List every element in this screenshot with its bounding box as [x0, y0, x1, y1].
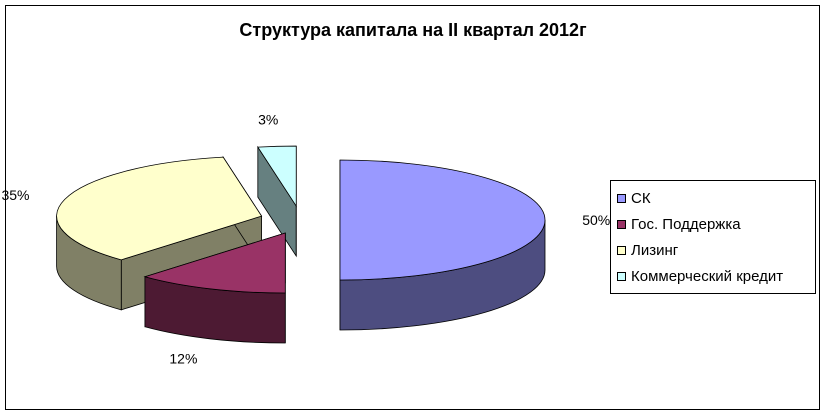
legend-label-leasing: Лизинг	[631, 241, 679, 259]
legend-label-credit: Коммерческий кредит	[631, 267, 784, 285]
label-sk: 50%	[582, 212, 610, 228]
slice-gos	[143, 232, 286, 344]
label-leasing: 35%	[1, 187, 29, 203]
label-gos: 12%	[169, 350, 197, 366]
legend-swatch-sk	[617, 193, 626, 203]
legend-label-sk: СК	[631, 189, 651, 207]
slice-sk	[339, 159, 546, 331]
legend-item-gos: Гос. Поддержка	[617, 215, 741, 233]
slice-credit	[257, 145, 297, 258]
legend-swatch-gos	[617, 219, 626, 229]
legend-swatch-leasing	[617, 245, 626, 255]
legend-item-sk: СК	[617, 189, 651, 207]
legend: СК Гос. Поддержка Лизинг Коммерческий кр…	[610, 180, 816, 294]
legend-item-credit: Коммерческий кредит	[617, 267, 783, 285]
chart-title: Структура капитала на II квартал 2012г	[239, 20, 587, 40]
legend-item-leasing: Лизинг	[617, 241, 678, 259]
legend-label-gos: Гос. Поддержка	[631, 215, 741, 233]
legend-swatch-credit	[617, 271, 626, 281]
label-credit: 3%	[258, 111, 278, 127]
